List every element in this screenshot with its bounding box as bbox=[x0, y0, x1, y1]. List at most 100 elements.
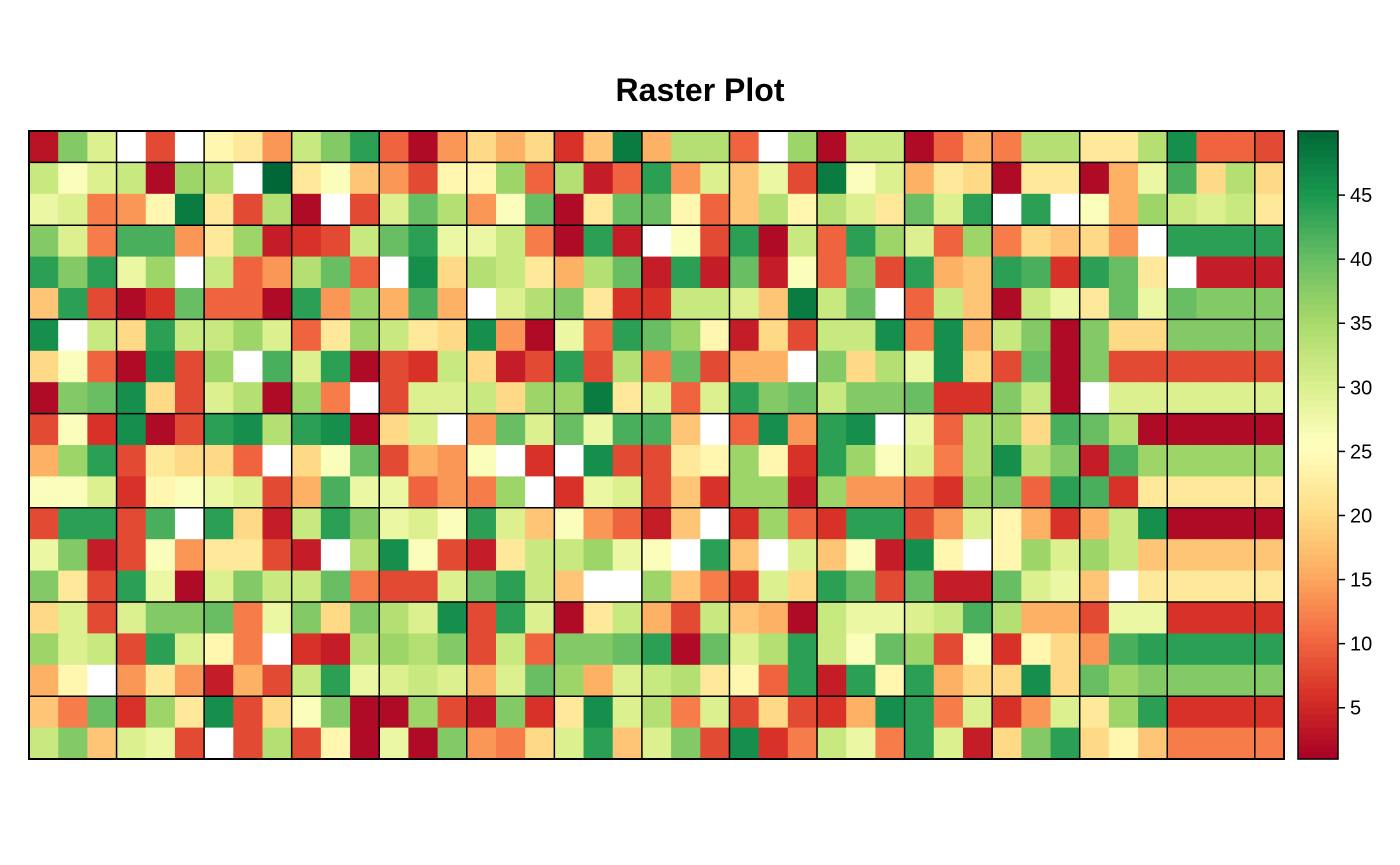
raster-cell bbox=[204, 193, 234, 226]
raster-cell bbox=[787, 633, 818, 666]
raster-cell bbox=[846, 162, 876, 195]
raster-cell bbox=[1167, 633, 1198, 666]
raster-cell bbox=[729, 382, 760, 415]
raster-cell bbox=[408, 162, 439, 195]
raster-cell bbox=[700, 256, 731, 289]
raster-cell bbox=[262, 131, 293, 163]
raster-cell bbox=[58, 413, 88, 446]
raster-cell bbox=[204, 131, 234, 163]
colorbar-segment bbox=[1298, 131, 1338, 139]
raster-cell bbox=[58, 162, 88, 195]
raster-cell bbox=[1138, 382, 1168, 415]
raster-cell bbox=[817, 413, 847, 446]
raster-cell bbox=[437, 445, 468, 477]
raster-cell bbox=[817, 225, 847, 258]
raster-cell bbox=[466, 602, 497, 634]
raster-cell bbox=[204, 507, 234, 540]
raster-cell bbox=[992, 476, 1022, 509]
raster-cell bbox=[904, 225, 935, 258]
raster-cell bbox=[1167, 288, 1198, 320]
raster-cell bbox=[291, 193, 322, 226]
raster-cell bbox=[58, 288, 88, 320]
raster-cell bbox=[525, 445, 555, 477]
raster-cell bbox=[1196, 602, 1227, 634]
raster-cell bbox=[671, 162, 701, 195]
raster-cell bbox=[291, 476, 322, 509]
raster-cell bbox=[1021, 288, 1052, 320]
raster-cell bbox=[495, 696, 526, 729]
raster-cell bbox=[1167, 350, 1198, 383]
colorbar-segment bbox=[1298, 489, 1338, 497]
raster-cell bbox=[671, 664, 701, 697]
raster-cell bbox=[1196, 727, 1227, 760]
raster-cell bbox=[817, 382, 847, 415]
raster-cell bbox=[1196, 445, 1227, 477]
raster-cell bbox=[554, 319, 585, 352]
raster-cell bbox=[525, 476, 555, 509]
raster-cell bbox=[1021, 413, 1052, 446]
colorbar-segment bbox=[1298, 252, 1338, 260]
raster-cell bbox=[320, 664, 351, 697]
raster-cell bbox=[1254, 319, 1285, 352]
raster-cell bbox=[1138, 256, 1168, 289]
raster-cell bbox=[350, 445, 380, 477]
raster-cell bbox=[525, 727, 555, 760]
raster-cell bbox=[87, 696, 118, 729]
raster-cell bbox=[350, 256, 380, 289]
raster-cell bbox=[437, 256, 468, 289]
raster-cell bbox=[875, 570, 906, 603]
raster-cell bbox=[875, 131, 906, 163]
raster-cell bbox=[612, 445, 643, 477]
raster-cell bbox=[1254, 193, 1285, 226]
raster-cell bbox=[612, 602, 643, 634]
raster-cell bbox=[962, 570, 993, 603]
raster-cell bbox=[291, 162, 322, 195]
colorbar-segment bbox=[1298, 368, 1338, 376]
raster-cell bbox=[933, 413, 964, 446]
raster-cell bbox=[525, 319, 555, 352]
raster-cell bbox=[1021, 539, 1052, 572]
raster-cell bbox=[671, 696, 701, 729]
raster-cell bbox=[437, 319, 468, 352]
raster-cell bbox=[1225, 319, 1256, 352]
raster-cell bbox=[671, 288, 701, 320]
colorbar-segment bbox=[1298, 739, 1338, 747]
raster-cell bbox=[29, 633, 59, 666]
raster-cell bbox=[1108, 413, 1139, 446]
raster-cell bbox=[1167, 664, 1198, 697]
raster-cell bbox=[29, 162, 59, 195]
raster-cell bbox=[817, 319, 847, 352]
raster-cell bbox=[87, 382, 118, 415]
raster-cell bbox=[1050, 131, 1081, 163]
colorbar-segment bbox=[1298, 150, 1338, 158]
raster-cell bbox=[116, 539, 147, 572]
raster-cell bbox=[846, 319, 876, 352]
raster-cell bbox=[758, 131, 789, 163]
colorbar-segment bbox=[1298, 137, 1338, 145]
raster-cell bbox=[145, 633, 176, 666]
raster-cell bbox=[495, 319, 526, 352]
colorbar-tick-label: 20 bbox=[1350, 505, 1372, 527]
raster-cell bbox=[817, 256, 847, 289]
colorbar-segment bbox=[1298, 457, 1338, 465]
raster-cell bbox=[1254, 602, 1285, 634]
raster-cell bbox=[58, 570, 88, 603]
raster-cell bbox=[962, 225, 993, 258]
raster-cell bbox=[408, 288, 439, 320]
raster-cell bbox=[320, 162, 351, 195]
raster-cell bbox=[437, 570, 468, 603]
raster-cell bbox=[408, 319, 439, 352]
colorbar-segment bbox=[1298, 169, 1338, 177]
colorbar-segment bbox=[1298, 650, 1338, 658]
raster-cell bbox=[29, 413, 59, 446]
raster-cell bbox=[554, 288, 585, 320]
raster-cell bbox=[116, 413, 147, 446]
raster-cell bbox=[1167, 727, 1198, 760]
colorbar-segment bbox=[1298, 182, 1338, 190]
raster-cell bbox=[437, 193, 468, 226]
raster-cell bbox=[933, 633, 964, 666]
raster-cell bbox=[962, 476, 993, 509]
raster-cell bbox=[466, 288, 497, 320]
raster-cell bbox=[350, 350, 380, 383]
raster-cell bbox=[204, 256, 234, 289]
